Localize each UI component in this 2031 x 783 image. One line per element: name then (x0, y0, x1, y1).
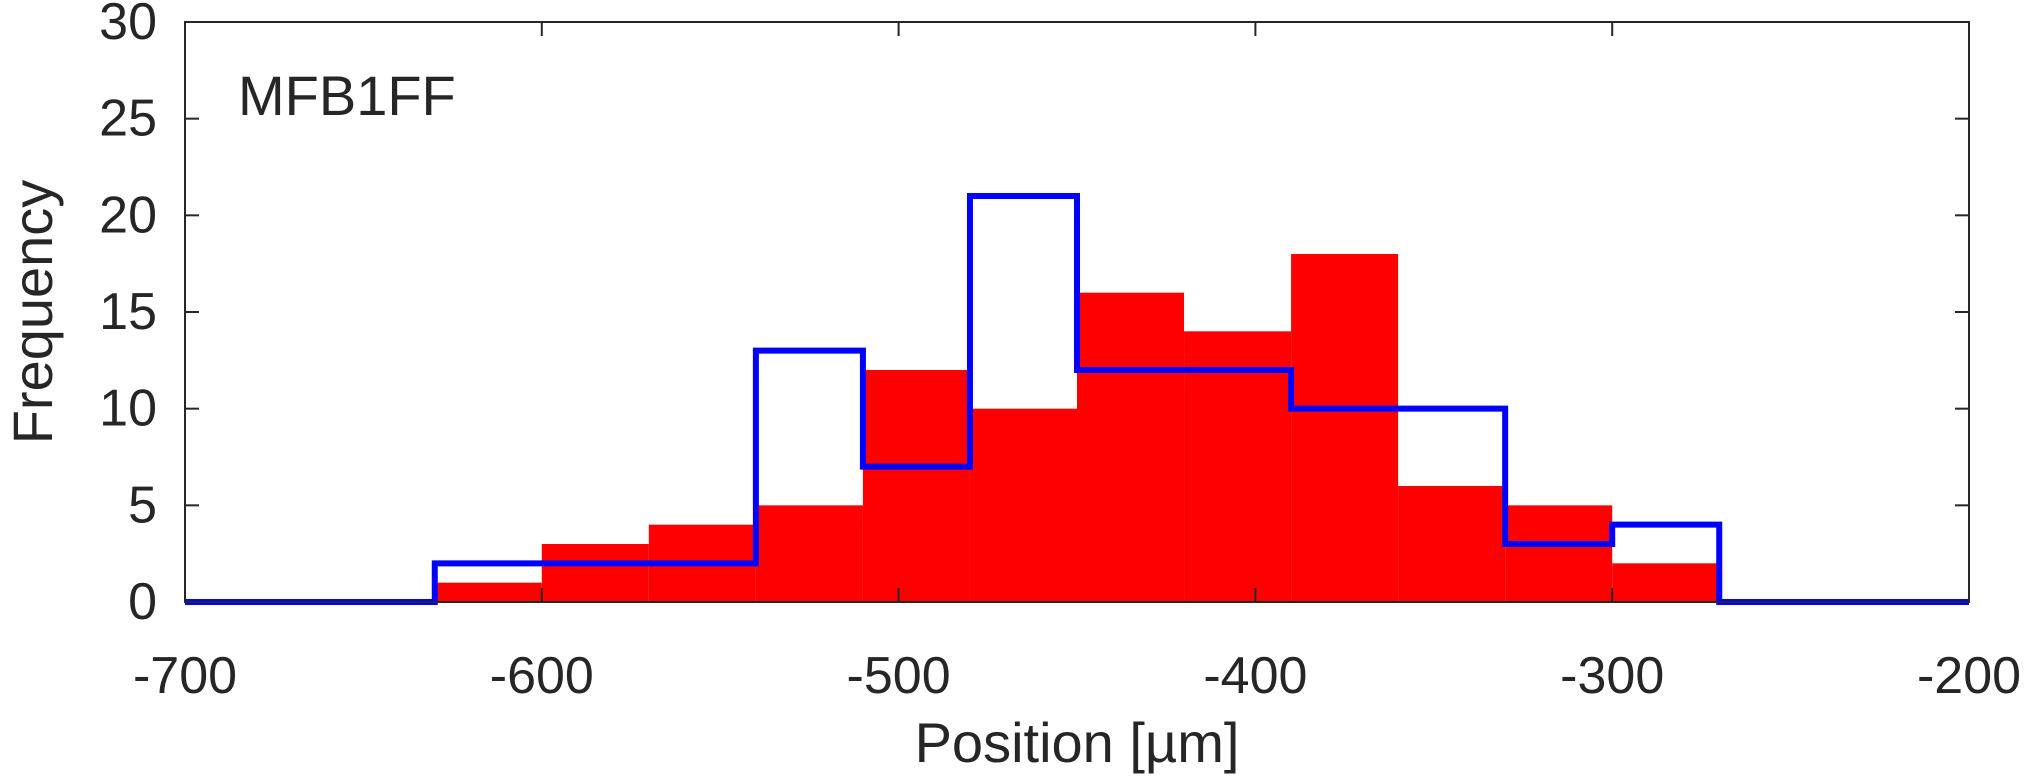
red-bar (1077, 292, 1185, 602)
red-bar (969, 408, 1077, 602)
y-tick-label: 30 (99, 0, 157, 51)
y-tick-label: 15 (99, 283, 157, 341)
y-tick-label: 10 (99, 380, 157, 438)
x-tick-label: -300 (1560, 647, 1664, 705)
x-tick-label: -600 (490, 647, 594, 705)
y-tick-label: 5 (128, 476, 157, 534)
x-tick-label: -500 (847, 647, 951, 705)
x-tick-label: -400 (1203, 647, 1307, 705)
y-tick-label: 25 (99, 90, 157, 148)
red-bar (1612, 563, 1720, 602)
x-axis-title: Position [µm] (915, 711, 1240, 774)
blue-stairs-layer (185, 193, 1969, 605)
red-bar (1291, 254, 1399, 602)
red-bar (434, 582, 542, 602)
y-tick-label: 20 (99, 186, 157, 244)
blue-stairs-line (185, 193, 1969, 605)
x-tick-label: -200 (1917, 647, 2021, 705)
y-tick-label: 0 (128, 573, 157, 631)
x-tick-labels: -700 -600 -500 -400 -300 -200 (133, 647, 2021, 705)
y-axis-title: Frequency (1, 180, 64, 445)
red-bar (1505, 505, 1613, 602)
red-bar (862, 370, 970, 602)
red-bar (755, 505, 863, 602)
ticks-layer (184, 21, 1970, 603)
chart-annotation: MFB1FF (238, 64, 456, 127)
red-bar (1184, 331, 1292, 602)
x-tick-label: -700 (133, 647, 237, 705)
red-bar (1398, 486, 1506, 602)
y-tick-labels: 0 5 10 15 20 25 30 (99, 0, 157, 631)
red-bar (541, 544, 649, 602)
